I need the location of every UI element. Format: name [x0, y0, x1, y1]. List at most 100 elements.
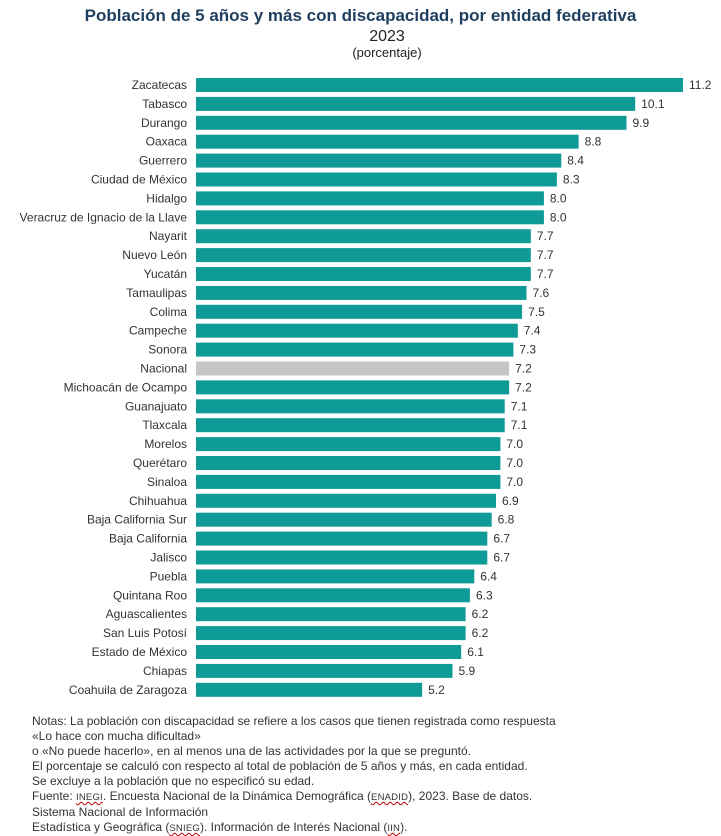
category-label-estado-de-mexico: Estado de México [92, 645, 188, 659]
value-label-nacional: 7.2 [515, 362, 532, 376]
source-prefix: Fuente: [32, 789, 77, 803]
notes-line: Se excluye a la población que no especif… [32, 774, 315, 788]
value-label-hidalgo: 8.0 [550, 191, 567, 205]
value-label-ciudad-de-mexico: 8.3 [563, 173, 580, 187]
value-label-michoacan-de-ocampo: 7.2 [515, 380, 532, 394]
bar-coahuila-de-zaragoza [196, 682, 423, 697]
chart-subtitle: 2023 [369, 28, 405, 45]
category-label-yucatan: Yucatán [144, 267, 187, 281]
value-label-aguascalientes: 6.2 [472, 607, 489, 621]
iin-abbr: IIN [387, 823, 401, 834]
bar-estado-de-mexico [196, 645, 462, 659]
value-label-guerrero: 8.4 [567, 154, 584, 168]
bar-queretaro [196, 456, 501, 470]
bar-hidalgo [196, 191, 544, 206]
bar-nuevo-leon [196, 248, 531, 263]
category-label-guanajuato: Guanajuato [125, 399, 187, 413]
value-label-queretaro: 7.0 [506, 456, 523, 470]
category-label-baja-california-sur: Baja California Sur [87, 513, 187, 527]
source-line: Fuente: INEGI. Encuesta Nacional de la D… [32, 789, 692, 805]
source-mid: . Encuesta Nacional de la Dinámica Demog… [102, 789, 372, 803]
category-label-queretaro: Querétaro [133, 456, 187, 470]
category-label-hidalgo: Hidalgo [146, 191, 187, 205]
value-label-zacatecas: 11.2 [689, 78, 712, 92]
category-label-tabasco: Tabasco [142, 97, 187, 111]
category-label-nayarit: Nayarit [149, 229, 188, 243]
bar-campeche [196, 323, 518, 338]
value-label-chiapas: 5.9 [459, 664, 476, 678]
category-label-michoacan-de-ocampo: Michoacán de Ocampo [64, 380, 188, 394]
bar-tamaulipas [196, 285, 527, 300]
bar-yucatan [196, 267, 531, 281]
notes-line: o «No puede hacerlo», en al menos una de… [32, 744, 471, 758]
bar-chihuahua [196, 493, 496, 508]
bar-baja-california-sur [196, 512, 492, 527]
snieg-abbr: SNIEG [169, 823, 200, 834]
category-label-colima: Colima [150, 305, 188, 319]
bar-san-luis-potosi [196, 626, 466, 641]
bar-colima [196, 304, 523, 319]
inegi-abbr: INEGI [76, 792, 103, 803]
notes-line: Notas: La población con discapacidad se … [32, 714, 556, 728]
category-label-chiapas: Chiapas [143, 664, 187, 678]
category-label-morelos: Morelos [144, 437, 187, 451]
bar-ciudad-de-mexico [196, 172, 557, 187]
category-label-tamaulipas: Tamaulipas [126, 286, 187, 300]
chart-title: Población de 5 años y más con discapacid… [84, 6, 637, 25]
bar-quintana-roo [196, 588, 470, 603]
value-label-guanajuato: 7.1 [511, 399, 528, 413]
category-label-coahuila-de-zaragoza: Coahuila de Zaragoza [69, 683, 187, 697]
category-label-quintana-roo: Quintana Roo [113, 588, 187, 602]
value-label-durango: 9.9 [632, 116, 649, 130]
category-label-durango: Durango [141, 116, 187, 130]
value-label-estado-de-mexico: 6.1 [467, 645, 484, 659]
source2-mid: ). Información de Interés Nacional ( [199, 820, 388, 834]
notes-line: El porcentaje se calculó con respecto al… [32, 759, 528, 773]
category-label-oaxaca: Oaxaca [146, 135, 188, 149]
source2-post: ). [400, 820, 408, 834]
category-label-tlaxcala: Tlaxcala [142, 418, 187, 432]
category-label-puebla: Puebla [150, 569, 188, 583]
bar-tlaxcala [196, 418, 505, 433]
value-label-tamaulipas: 7.6 [532, 286, 549, 300]
value-label-baja-california-sur: 6.8 [498, 513, 515, 527]
value-label-puebla: 6.4 [480, 569, 497, 583]
value-label-campeche: 7.4 [524, 324, 541, 338]
bar-puebla [196, 569, 475, 584]
value-label-colima: 7.5 [528, 305, 545, 319]
enadid-abbr: ENADID [371, 792, 409, 803]
bar-guerrero [196, 153, 562, 168]
notes-line: «Lo hace con mucha dificultad» [32, 729, 201, 743]
category-label-nacional: Nacional [140, 362, 187, 376]
value-label-tabasco: 10.1 [641, 97, 665, 111]
chart-unit-label: (porcentaje) [352, 45, 422, 60]
source-post: ), 2023. Base de datos. [408, 789, 533, 803]
bar-sonora [196, 342, 514, 357]
value-label-chihuahua: 6.9 [502, 494, 519, 508]
value-label-jalisco: 6.7 [493, 551, 510, 565]
bar-sinaloa [196, 474, 501, 489]
value-label-sonora: 7.3 [519, 343, 536, 357]
bar-jalisco [196, 550, 488, 565]
value-label-nuevo-leon: 7.7 [537, 248, 554, 262]
value-label-sinaloa: 7.0 [506, 475, 523, 489]
category-label-veracruz-de-ignacio-de-la-llave: Veracruz de Ignacio de la Llave [20, 210, 188, 224]
category-label-sonora: Sonora [148, 343, 187, 357]
source2-prefix: Estadística y Geográfica ( [32, 820, 170, 834]
notes-block: Notas: La población con discapacidad se … [32, 714, 692, 836]
value-label-baja-california: 6.7 [493, 532, 510, 546]
category-label-sinaloa: Sinaloa [147, 475, 187, 489]
category-label-ciudad-de-mexico: Ciudad de México [91, 173, 187, 187]
value-label-tlaxcala: 7.1 [511, 418, 528, 432]
category-label-aguascalientes: Aguascalientes [106, 607, 187, 621]
bar-veracruz-de-ignacio-de-la-llave [196, 210, 544, 225]
bar-chart: Zacatecas 11.2 Tabasco 10.1 Durango 9.9 Oaxaca… [20, 78, 712, 697]
source-line-2: Estadística y Geográfica (SNIEG). Inform… [32, 820, 692, 836]
category-label-guerrero: Guerrero [139, 154, 187, 168]
bar-guanajuato [196, 399, 505, 414]
category-label-baja-california: Baja California [109, 532, 187, 546]
category-label-zacatecas: Zacatecas [132, 78, 187, 92]
value-label-morelos: 7.0 [506, 437, 523, 451]
value-label-quintana-roo: 6.3 [476, 588, 493, 602]
bar-morelos [196, 437, 501, 452]
